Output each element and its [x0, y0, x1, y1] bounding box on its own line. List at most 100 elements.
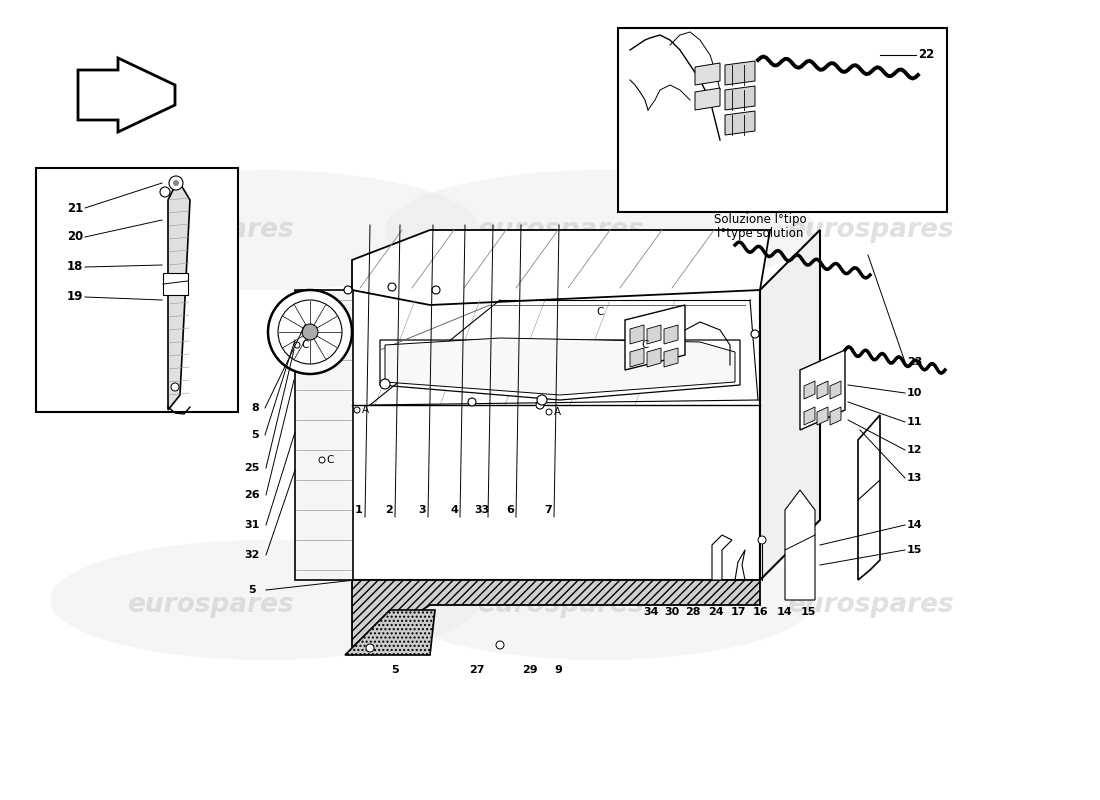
- Circle shape: [278, 300, 342, 364]
- Circle shape: [169, 176, 183, 190]
- Polygon shape: [695, 63, 721, 85]
- Circle shape: [294, 342, 300, 348]
- Circle shape: [173, 180, 179, 186]
- Polygon shape: [352, 290, 760, 580]
- Text: A: A: [553, 407, 561, 417]
- Text: 32: 32: [244, 550, 260, 560]
- Bar: [163, 273, 188, 295]
- Polygon shape: [830, 407, 842, 425]
- Circle shape: [537, 395, 547, 405]
- Circle shape: [302, 324, 318, 340]
- Text: C: C: [596, 307, 604, 317]
- Text: eurospares: eurospares: [786, 592, 954, 618]
- Text: 26: 26: [244, 490, 260, 500]
- Polygon shape: [647, 325, 661, 344]
- Text: 12: 12: [908, 445, 923, 455]
- Ellipse shape: [50, 170, 480, 290]
- Ellipse shape: [385, 540, 815, 660]
- Text: C: C: [327, 455, 333, 465]
- Text: 20: 20: [67, 230, 84, 243]
- FancyBboxPatch shape: [36, 168, 238, 412]
- Ellipse shape: [385, 170, 815, 290]
- Text: 14: 14: [777, 607, 792, 617]
- Circle shape: [160, 187, 170, 197]
- Polygon shape: [630, 325, 644, 344]
- Text: eurospares: eurospares: [126, 217, 294, 243]
- Circle shape: [354, 407, 360, 413]
- Text: 21: 21: [67, 202, 84, 214]
- Text: 2: 2: [385, 505, 393, 515]
- Text: 18: 18: [67, 261, 84, 274]
- Polygon shape: [830, 381, 842, 399]
- Polygon shape: [379, 340, 740, 400]
- Text: eurospares: eurospares: [476, 217, 644, 243]
- Text: C: C: [301, 340, 309, 350]
- Text: 7: 7: [544, 505, 552, 515]
- Text: 15: 15: [801, 607, 816, 617]
- Text: 28: 28: [685, 607, 701, 617]
- Text: eurospares: eurospares: [476, 592, 644, 618]
- FancyBboxPatch shape: [618, 28, 947, 212]
- Polygon shape: [352, 230, 770, 305]
- Text: 34: 34: [644, 607, 659, 617]
- Circle shape: [366, 644, 374, 652]
- Text: l°type solution: l°type solution: [717, 226, 803, 239]
- Text: eurospares: eurospares: [126, 592, 294, 618]
- Text: 1: 1: [355, 505, 363, 515]
- Text: 33: 33: [474, 505, 490, 515]
- Text: 24: 24: [708, 607, 724, 617]
- Text: 29: 29: [522, 665, 538, 675]
- Text: 23: 23: [908, 357, 923, 367]
- Polygon shape: [858, 415, 880, 580]
- Circle shape: [432, 286, 440, 294]
- Polygon shape: [385, 338, 735, 395]
- Text: Soluzione l°tipo: Soluzione l°tipo: [714, 214, 806, 226]
- Text: 6: 6: [506, 505, 514, 515]
- Text: 5: 5: [249, 585, 256, 595]
- Polygon shape: [625, 305, 685, 370]
- Text: 27: 27: [470, 665, 485, 675]
- Polygon shape: [804, 381, 815, 399]
- Text: 14: 14: [908, 520, 923, 530]
- Polygon shape: [630, 348, 644, 367]
- Polygon shape: [725, 86, 755, 110]
- Polygon shape: [817, 381, 828, 399]
- Ellipse shape: [50, 540, 480, 660]
- Text: 22: 22: [918, 49, 934, 62]
- Text: 17: 17: [730, 607, 746, 617]
- Text: 13: 13: [908, 473, 923, 483]
- Polygon shape: [785, 490, 815, 600]
- Polygon shape: [664, 325, 678, 344]
- Text: 15: 15: [908, 545, 923, 555]
- Polygon shape: [725, 61, 755, 85]
- Text: 9: 9: [554, 665, 562, 675]
- Text: 8: 8: [251, 403, 258, 413]
- Polygon shape: [295, 290, 353, 580]
- Circle shape: [268, 290, 352, 374]
- Text: 5: 5: [251, 430, 258, 440]
- Text: 30: 30: [664, 607, 680, 617]
- Circle shape: [344, 286, 352, 294]
- Circle shape: [546, 409, 552, 415]
- Circle shape: [536, 401, 544, 409]
- Circle shape: [496, 641, 504, 649]
- Circle shape: [468, 398, 476, 406]
- Polygon shape: [345, 610, 434, 655]
- Polygon shape: [352, 580, 760, 655]
- Text: 11: 11: [908, 417, 923, 427]
- Text: A: A: [362, 405, 369, 415]
- Circle shape: [751, 330, 759, 338]
- Text: 4: 4: [450, 505, 458, 515]
- Polygon shape: [804, 407, 815, 425]
- Polygon shape: [817, 407, 828, 425]
- Polygon shape: [712, 535, 732, 580]
- Polygon shape: [800, 350, 845, 430]
- Text: 3: 3: [418, 505, 426, 515]
- Polygon shape: [760, 230, 820, 580]
- Polygon shape: [695, 88, 721, 110]
- Text: 31: 31: [244, 520, 260, 530]
- Text: 25: 25: [244, 463, 260, 473]
- Text: eurospares: eurospares: [786, 217, 954, 243]
- Polygon shape: [78, 58, 175, 132]
- Circle shape: [758, 536, 766, 544]
